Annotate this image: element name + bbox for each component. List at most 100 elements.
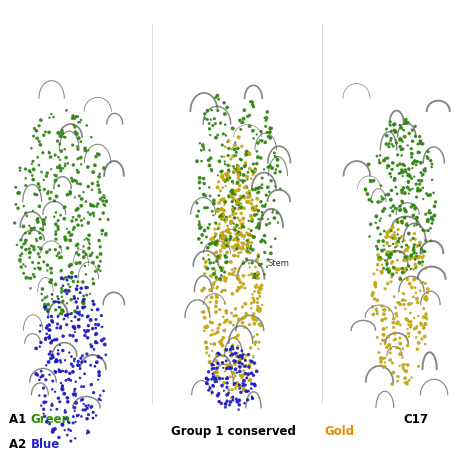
Point	[396, 121, 404, 129]
Point	[253, 316, 260, 324]
Point	[242, 310, 249, 318]
Point	[201, 180, 208, 187]
Point	[13, 241, 21, 249]
Point	[244, 112, 252, 120]
Point	[258, 260, 265, 268]
Point	[410, 276, 418, 284]
Point	[392, 269, 400, 276]
Point	[218, 212, 225, 219]
Point	[212, 231, 220, 238]
Point	[251, 207, 258, 214]
Point	[408, 321, 415, 329]
Point	[258, 137, 265, 145]
Point	[237, 168, 244, 175]
Point	[411, 284, 419, 292]
Point	[210, 383, 217, 390]
Point	[205, 183, 213, 191]
Point	[213, 373, 221, 381]
Point	[60, 204, 68, 212]
Point	[71, 325, 79, 332]
Point	[88, 343, 95, 350]
Point	[84, 334, 91, 342]
Point	[77, 116, 85, 124]
Point	[386, 266, 393, 274]
Point	[394, 319, 401, 326]
Point	[87, 340, 94, 348]
Point	[225, 137, 232, 145]
Point	[66, 191, 74, 198]
Point	[246, 111, 254, 119]
Point	[376, 152, 384, 159]
Point	[52, 228, 60, 236]
Point	[254, 303, 262, 310]
Point	[412, 324, 419, 332]
Point	[378, 316, 386, 323]
Point	[398, 146, 405, 154]
Point	[213, 293, 221, 301]
Point	[382, 191, 390, 199]
Point	[92, 339, 100, 346]
Point	[213, 276, 221, 283]
Point	[231, 141, 239, 149]
Point	[226, 243, 233, 250]
Point	[226, 258, 233, 266]
Point	[222, 403, 229, 411]
Point	[239, 245, 247, 253]
Point	[205, 304, 212, 312]
Point	[36, 343, 44, 350]
Point	[239, 242, 247, 250]
Point	[205, 368, 212, 375]
Point	[379, 306, 387, 313]
Point	[36, 376, 43, 384]
Point	[417, 321, 425, 329]
Point	[230, 196, 238, 203]
Point	[26, 249, 34, 256]
Point	[374, 224, 382, 232]
Point	[59, 367, 67, 375]
Point	[49, 318, 56, 326]
Point	[229, 210, 237, 218]
Point	[99, 197, 107, 205]
Point	[243, 374, 251, 382]
Point	[52, 220, 60, 228]
Point	[420, 322, 428, 329]
Point	[30, 243, 37, 251]
Point	[244, 169, 252, 176]
Point	[209, 365, 217, 372]
Point	[69, 112, 77, 119]
Point	[400, 127, 408, 134]
Point	[251, 320, 258, 328]
Point	[231, 204, 238, 212]
Point	[244, 237, 251, 245]
Point	[387, 227, 395, 235]
Point	[205, 308, 213, 316]
Point	[419, 172, 426, 180]
Point	[212, 273, 220, 281]
Point	[210, 200, 218, 207]
Point	[66, 283, 74, 291]
Point	[401, 189, 409, 197]
Point	[240, 171, 247, 179]
Point	[272, 182, 279, 190]
Point	[76, 374, 84, 382]
Point	[385, 269, 392, 276]
Point	[239, 243, 246, 250]
Point	[384, 233, 392, 240]
Point	[250, 233, 258, 241]
Point	[251, 341, 259, 349]
Point	[234, 236, 242, 243]
Point	[61, 287, 69, 295]
Point	[97, 396, 105, 404]
Point	[383, 248, 391, 256]
Point	[91, 162, 99, 169]
Point	[256, 289, 264, 297]
Point	[405, 130, 413, 137]
Point	[202, 233, 210, 241]
Point	[55, 129, 62, 137]
Point	[273, 153, 280, 161]
Point	[410, 201, 418, 209]
Point	[397, 219, 405, 226]
Point	[34, 154, 42, 161]
Point	[232, 149, 240, 156]
Point	[87, 316, 94, 324]
